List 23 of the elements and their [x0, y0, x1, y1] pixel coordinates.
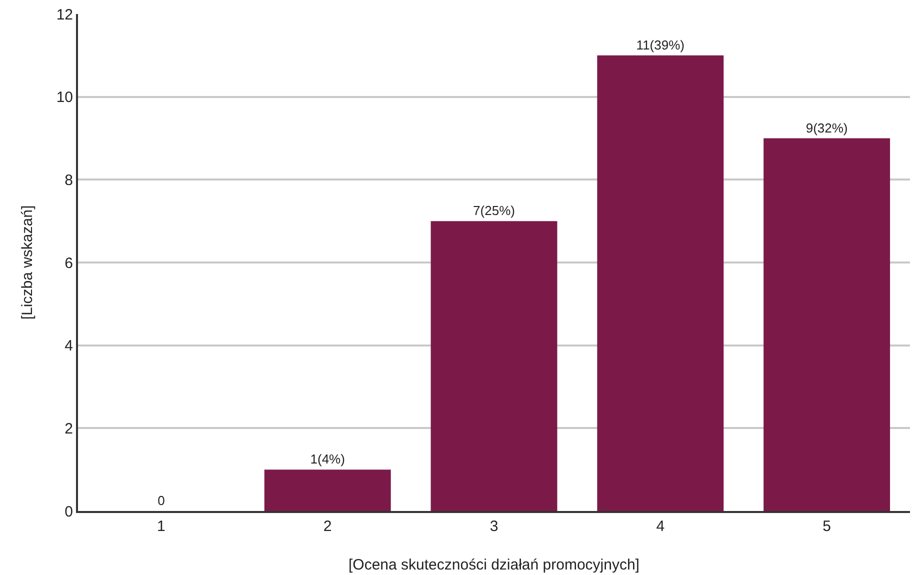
data-label: 7(25%) — [473, 203, 515, 218]
data-label: 0 — [158, 493, 165, 508]
x-tick-label: 2 — [323, 518, 332, 535]
y-tick-label: 0 — [64, 503, 73, 520]
x-tick-label: 3 — [490, 518, 498, 535]
y-tick-label: 6 — [64, 254, 73, 272]
bar — [597, 55, 724, 511]
y-tick-label: 2 — [64, 420, 73, 438]
x-axis-title: [Ocena skuteczności działań promocyjnych] — [348, 556, 640, 574]
bar — [264, 470, 391, 511]
x-tick-label: 1 — [157, 518, 166, 535]
x-tick-label: 4 — [656, 518, 665, 535]
y-tick-label: 12 — [56, 6, 73, 24]
y-tick-label: 8 — [64, 172, 73, 189]
bar — [430, 221, 558, 511]
data-label: 11(39%) — [636, 37, 684, 52]
x-tick-label: 5 — [822, 518, 831, 535]
y-tick-label: 4 — [64, 338, 73, 355]
bar — [764, 138, 890, 511]
data-label: 1(4%) — [310, 452, 345, 467]
data-label: 9(32%) — [806, 120, 848, 136]
y-tick-label: 10 — [56, 89, 73, 106]
y-axis-title: [Liczba wskazań] — [19, 205, 36, 320]
